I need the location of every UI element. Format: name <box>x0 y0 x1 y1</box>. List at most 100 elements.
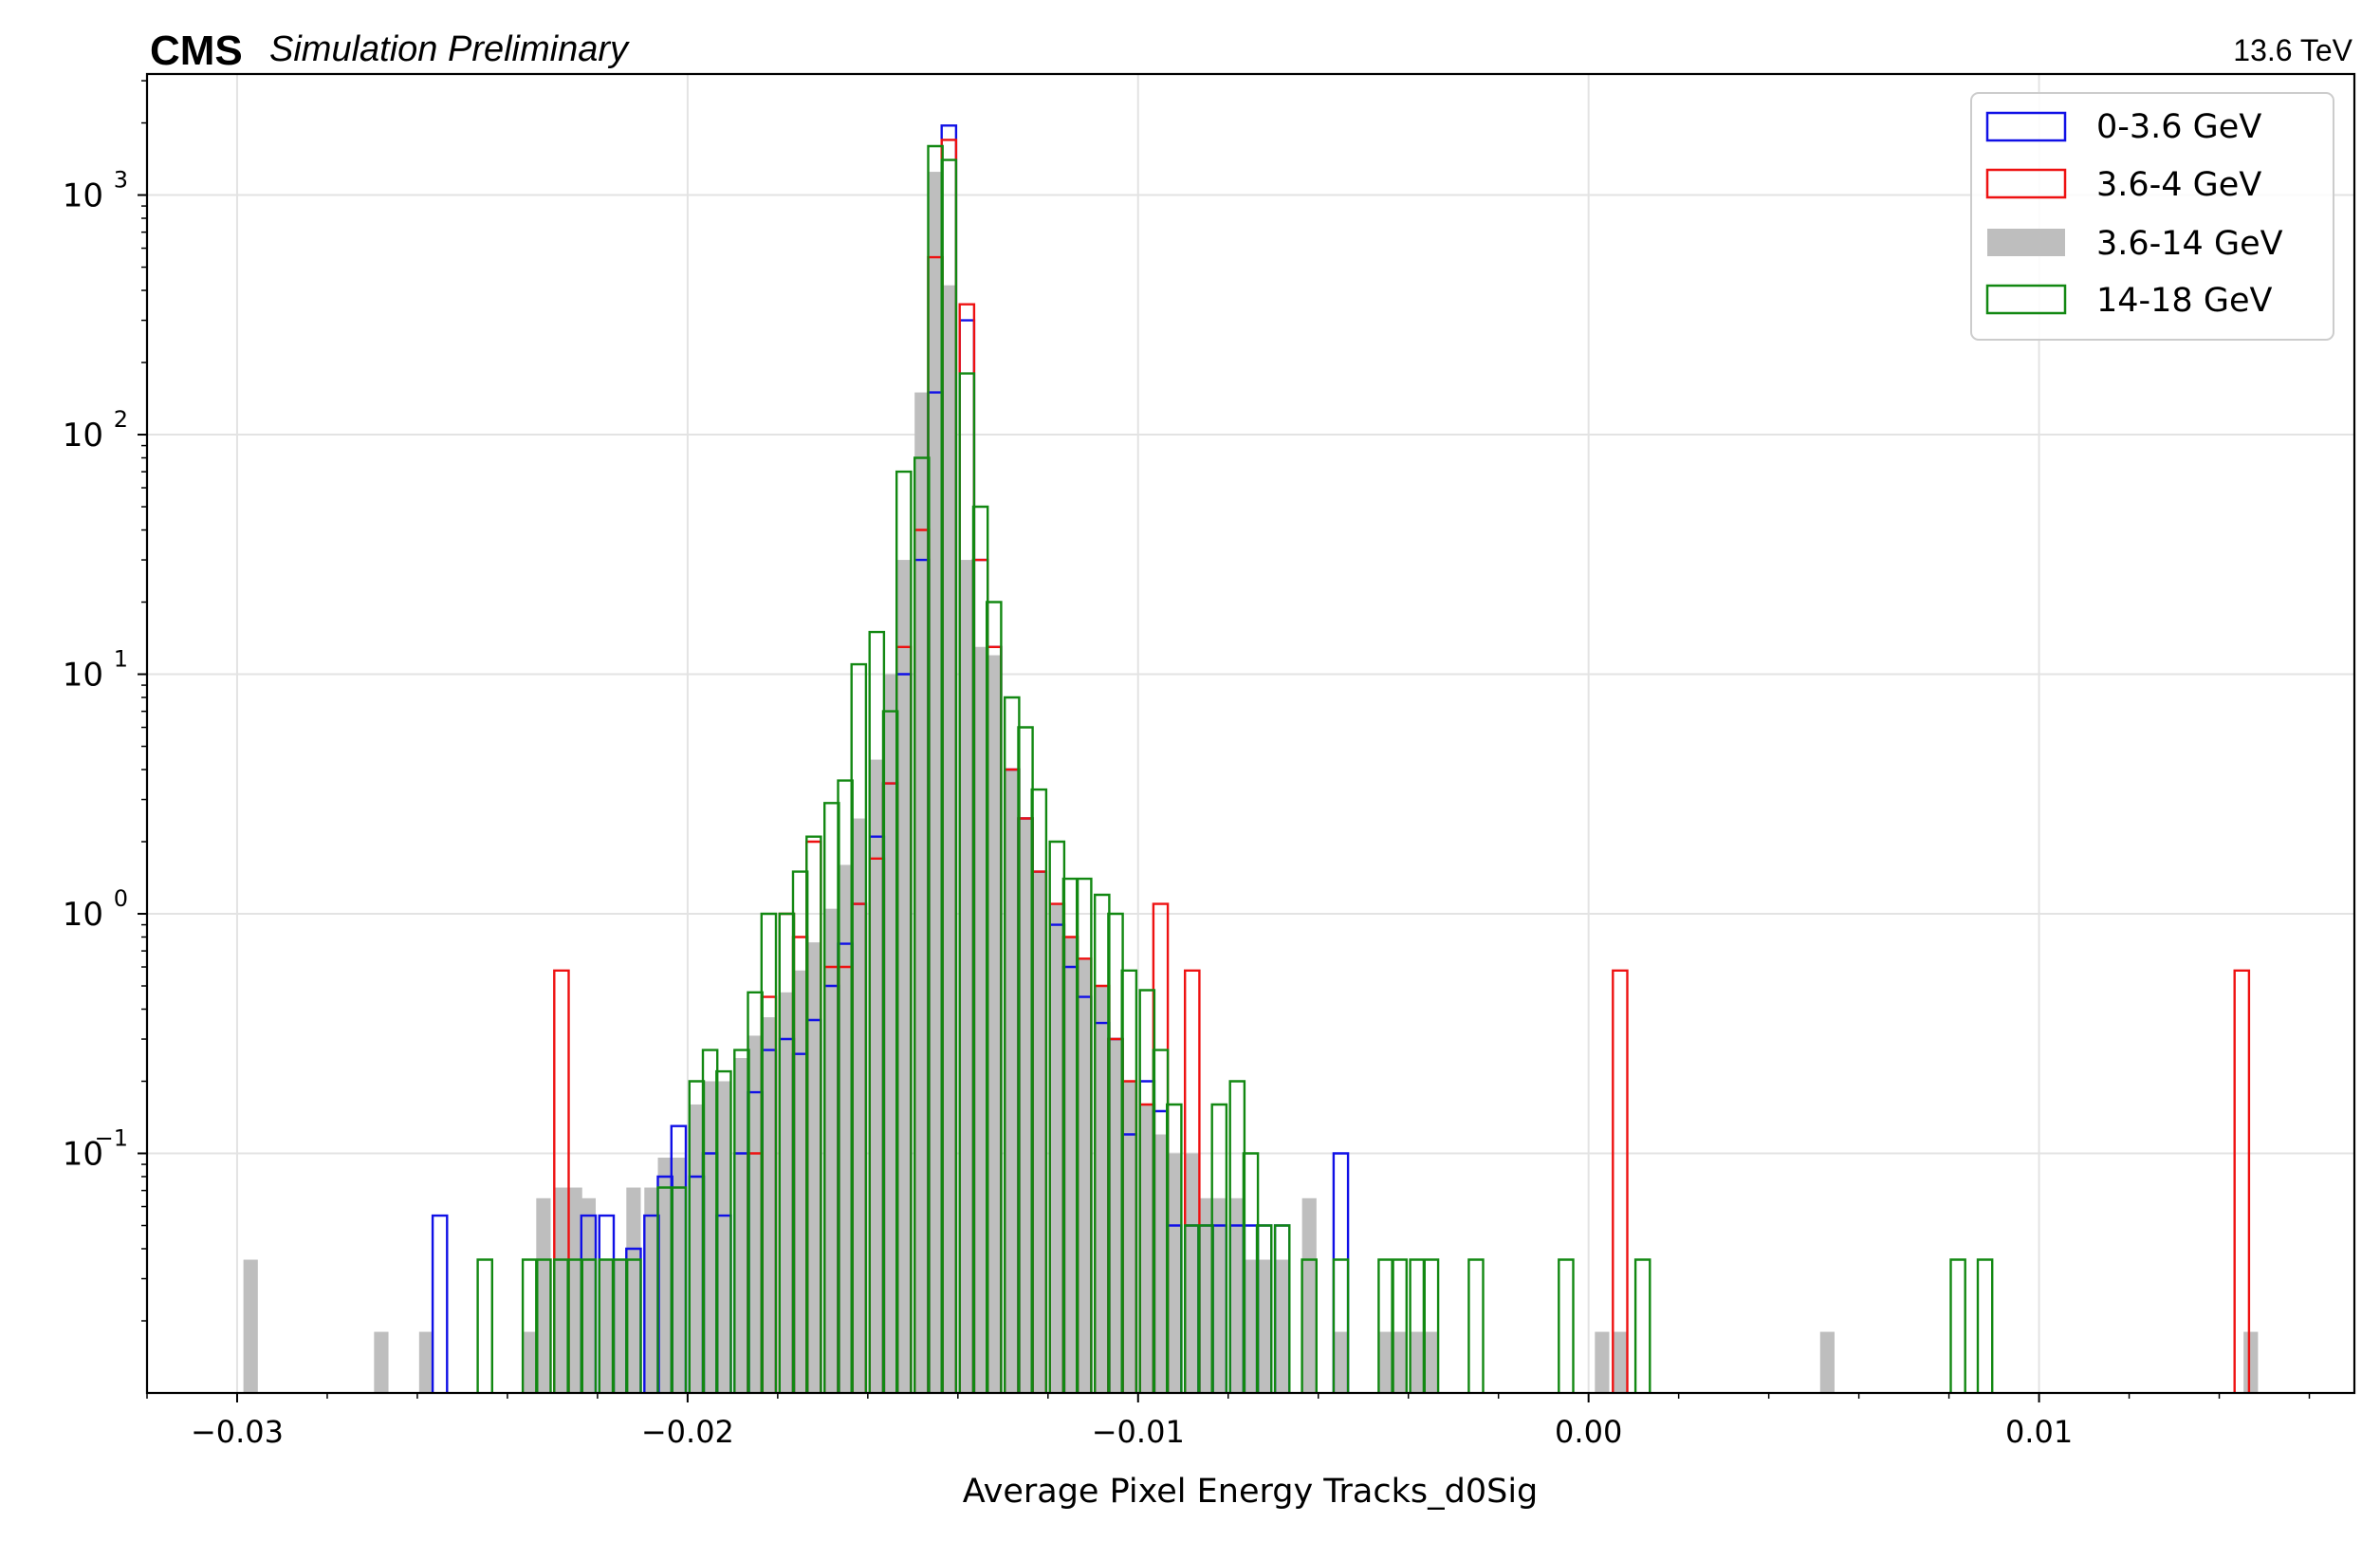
hist-bar <box>1211 1198 1227 1393</box>
legend-swatch-red <box>1985 168 2067 199</box>
filled-histogram <box>243 172 2259 1393</box>
hist-bar <box>959 560 974 1393</box>
hist-bar <box>1301 1198 1317 1393</box>
hist-bar <box>1095 986 1110 1393</box>
hist-bar <box>824 908 839 1393</box>
hist-bar <box>554 1187 569 1393</box>
legend-swatch-blue <box>1985 111 2067 142</box>
energy-label: 13.6 TeV <box>2233 33 2352 67</box>
hist-bar <box>838 864 853 1393</box>
y-tick-label: 10 <box>63 896 103 934</box>
y-tick-exponent: 2 <box>114 406 128 433</box>
hist-bar <box>626 1187 641 1393</box>
hist-bar <box>869 759 884 1393</box>
x-tick-label: −0.02 <box>641 1414 734 1450</box>
legend-entry-0-3.6: 0-3.6 GeV <box>2096 108 2261 146</box>
legend: 0-3.6 GeV 3.6-4 GeV 3.6-14 GeV 14-18 GeV <box>1970 92 2334 341</box>
hist-bar <box>779 992 794 1393</box>
hist-bar <box>1031 871 1046 1393</box>
hist-bar <box>644 1187 659 1393</box>
hist-bar <box>928 172 943 1393</box>
hist-bar <box>806 942 821 1393</box>
hist-bar <box>1153 1134 1169 1393</box>
hist-bar <box>1378 1331 1393 1393</box>
y-tick-label: 10 <box>63 417 103 455</box>
hist-bar <box>793 970 808 1393</box>
hist-bar <box>1121 1081 1136 1393</box>
hist-bar <box>243 1259 258 1393</box>
hist-bar <box>1423 1331 1439 1393</box>
hist-step-14-18-GeV <box>476 144 1994 1393</box>
y-tick-exponent: 1 <box>114 646 128 673</box>
hist-bar <box>2243 1331 2259 1393</box>
x-axis-label: Average Pixel Energy Tracks_d0Sig <box>963 1473 1539 1511</box>
plot-frame <box>145 72 2356 1395</box>
x-tick-label: −0.03 <box>191 1414 284 1450</box>
hist-bar <box>914 392 930 1393</box>
status-label: Simulation Preliminary <box>269 29 630 69</box>
hist-bar <box>374 1331 389 1393</box>
legend-entry-14-18: 14-18 GeV <box>2096 282 2272 320</box>
hist-bar <box>671 1157 686 1393</box>
hist-bar <box>1005 770 1020 1393</box>
hist-bar <box>941 285 956 1393</box>
hist-bar <box>1257 1259 1272 1393</box>
y-tick-label: 10 <box>63 657 103 695</box>
hist-bar <box>851 818 866 1393</box>
hist-bar <box>1613 1331 1628 1393</box>
hist-bar <box>1392 1331 1407 1393</box>
hist-bar <box>896 560 912 1393</box>
y-tick-exponent: −1 <box>95 1125 128 1152</box>
hist-bar <box>1108 1039 1123 1393</box>
hist-bar <box>418 1331 434 1393</box>
y-tick-label: 10 <box>63 1136 103 1174</box>
legend-entry-3.6-4: 3.6-4 GeV <box>2096 166 2261 204</box>
hist-bar <box>1167 1153 1182 1393</box>
y-tick-label: 10 <box>63 177 103 215</box>
x-tick-label: −0.01 <box>1092 1414 1185 1450</box>
y-tick-exponent: 0 <box>114 885 128 912</box>
hist-bar <box>1077 958 1092 1393</box>
legend-swatch-gray <box>1987 229 2065 256</box>
hist-bar <box>581 1198 596 1393</box>
legend-entry-3.6-14: 3.6-14 GeV <box>2096 225 2283 263</box>
cms-label: CMS <box>150 28 243 74</box>
hist-bar <box>1185 1153 1200 1393</box>
x-tick-label: 0.01 <box>2005 1414 2073 1450</box>
hist-bar <box>1139 1104 1154 1393</box>
step-histograms <box>431 124 2251 1393</box>
hist-bar <box>1229 1198 1245 1393</box>
legend-swatch-green <box>1985 284 2067 315</box>
hist-bar <box>972 646 988 1393</box>
hist-bar <box>1333 1331 1349 1393</box>
hist-bar <box>1243 1259 1259 1393</box>
hist-bar <box>761 1017 776 1393</box>
hist-bar <box>1819 1331 1835 1393</box>
hist-bar <box>1049 903 1064 1393</box>
hist-bar <box>987 655 1002 1393</box>
hist-bar <box>1198 1198 1213 1393</box>
hist-bar <box>1595 1331 1610 1393</box>
hist-bar <box>1062 937 1079 1393</box>
x-axis-ticks: −0.03 −0.02 −0.01 0.00 0.01 <box>146 1393 2311 1450</box>
hist-bar <box>703 1081 718 1393</box>
hist-bar <box>734 1058 749 1393</box>
hist-bar <box>1410 1331 1425 1393</box>
hist-bar <box>882 674 898 1393</box>
hist-bar <box>536 1198 551 1393</box>
hist-bar <box>613 1259 628 1393</box>
hist-bar <box>689 1104 704 1393</box>
x-tick-label: 0.00 <box>1555 1414 1622 1450</box>
hist-bar <box>1018 818 1033 1393</box>
hist-bar <box>657 1157 673 1393</box>
hist-bar <box>747 1035 763 1393</box>
hist-bar <box>599 1259 614 1393</box>
legend-frame <box>1970 92 2334 341</box>
hist-bar <box>523 1331 538 1393</box>
hist-bar <box>567 1187 582 1393</box>
y-tick-exponent: 3 <box>114 167 128 194</box>
hist-bar <box>1275 1259 1290 1393</box>
hist-bar <box>716 1081 731 1393</box>
